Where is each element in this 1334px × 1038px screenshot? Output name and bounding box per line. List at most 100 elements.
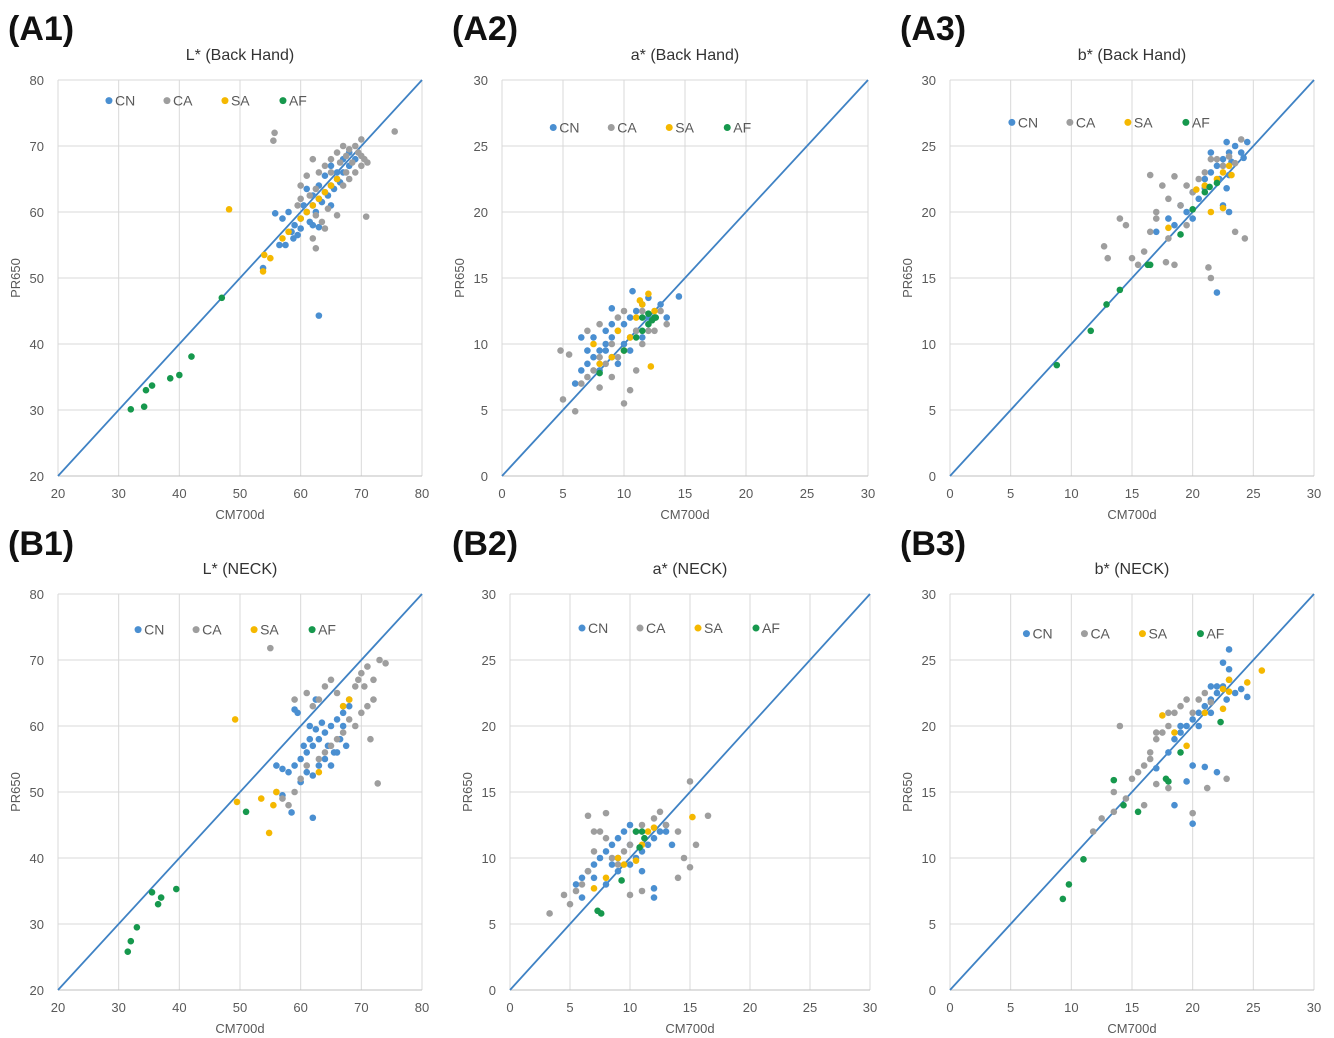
data-point-ca — [608, 340, 616, 348]
data-point-sa — [590, 340, 597, 348]
x-tick-label: 50 — [233, 1000, 247, 1015]
legend-label-af: AF — [289, 93, 307, 109]
y-tick-label: 10 — [482, 851, 496, 866]
x-tick-label: 25 — [1246, 486, 1260, 501]
data-point-cn — [602, 340, 609, 348]
legend-label-ca: CA — [1090, 626, 1110, 642]
y-axis-label: PR650 — [8, 772, 23, 812]
data-point-cn — [1223, 138, 1230, 146]
data-point-ca — [324, 205, 332, 212]
y-tick-label: 50 — [30, 785, 44, 800]
data-point-sa — [1258, 667, 1266, 674]
data-point-cn — [1189, 716, 1196, 723]
data-point-cn — [1231, 142, 1239, 150]
data-point-af — [154, 900, 162, 908]
data-point-sa — [315, 768, 323, 776]
legend-marker-sa — [665, 124, 673, 132]
chart-legend: CN CA SA AF — [105, 93, 307, 109]
legend-label-sa: SA — [704, 620, 723, 636]
data-point-ca — [1098, 815, 1105, 822]
data-point-cn — [300, 742, 308, 750]
data-point-ca — [342, 152, 350, 160]
data-point-af — [148, 382, 156, 389]
legend-marker-ca — [1066, 118, 1074, 126]
data-point-cn — [297, 225, 304, 232]
data-point-cn — [650, 834, 658, 842]
y-tick-label: 20 — [922, 205, 936, 220]
data-point-cn — [1165, 215, 1172, 222]
data-point-cn — [1195, 722, 1203, 730]
data-point-ca — [333, 149, 341, 156]
data-point-ca — [336, 159, 344, 166]
data-point-cn — [590, 874, 598, 882]
data-point-ca — [1165, 784, 1172, 792]
data-point-af — [597, 910, 605, 917]
data-point-cn — [590, 334, 597, 341]
y-tick-label: 20 — [482, 719, 496, 734]
x-axis-label: CM700d — [660, 507, 709, 522]
chart-title: L* (Back Hand) — [186, 47, 295, 64]
x-tick-label: 30 — [111, 1000, 125, 1015]
data-point-cn — [309, 772, 317, 779]
x-tick-label: 10 — [617, 486, 631, 501]
data-point-ca — [267, 644, 274, 652]
x-tick-label: 30 — [861, 486, 875, 501]
data-point-ca — [333, 689, 341, 697]
x-tick-label: 40 — [172, 1000, 186, 1015]
data-point-af — [1201, 188, 1209, 196]
data-point-ca — [321, 225, 329, 232]
data-point-cn — [294, 709, 301, 717]
data-point-cn — [1225, 665, 1233, 673]
data-point-ca — [312, 245, 320, 252]
data-point-cn — [291, 762, 298, 769]
data-point-ca — [1183, 696, 1190, 703]
chart-legend: CN CA SA AF — [134, 622, 336, 638]
data-point-ca — [632, 327, 640, 335]
data-point-ca — [1177, 202, 1184, 209]
y-tick-label: 10 — [474, 337, 488, 352]
x-tick-label: 80 — [415, 1000, 429, 1015]
chart-title: a* (NECK) — [653, 561, 728, 578]
data-point-cn — [662, 828, 670, 835]
data-point-ca — [620, 400, 628, 407]
data-point-af — [632, 828, 640, 835]
x-tick-label: 5 — [559, 486, 566, 501]
data-point-ca — [1128, 775, 1136, 783]
data-point-ca — [339, 182, 347, 189]
data-point-sa — [1201, 709, 1209, 717]
data-point-ca — [279, 795, 286, 802]
y-tick-label: 15 — [922, 785, 936, 800]
data-point-af — [1134, 808, 1142, 816]
data-point-cn — [1171, 801, 1178, 809]
data-point-cn — [602, 327, 609, 335]
data-point-ca — [608, 373, 616, 381]
data-point-ca — [306, 192, 314, 199]
data-point-af — [1087, 327, 1095, 335]
y-tick-label: 25 — [922, 653, 936, 668]
data-point-af — [142, 386, 150, 394]
data-point-cn — [315, 312, 323, 319]
data-point-ca — [602, 834, 610, 842]
data-point-ca — [312, 212, 320, 219]
data-point-cn — [639, 334, 646, 341]
data-point-sa — [1219, 685, 1227, 693]
x-tick-label: 15 — [1125, 1000, 1139, 1015]
x-tick-label: 25 — [1246, 1000, 1260, 1015]
y-tick-label: 30 — [474, 73, 488, 88]
legend-marker-af — [723, 124, 731, 132]
data-point-ca — [559, 396, 567, 403]
y-axis-label: PR650 — [8, 258, 23, 298]
y-tick-label: 5 — [481, 403, 488, 418]
data-point-ca — [1128, 254, 1136, 262]
legend-label-ca: CA — [617, 120, 637, 136]
data-point-cn — [315, 762, 323, 769]
x-tick-label: 10 — [1064, 1000, 1078, 1015]
y-tick-label: 20 — [30, 469, 44, 484]
legend-marker-cn — [578, 624, 586, 632]
chart-legend: CN CA SA AF — [1022, 626, 1224, 642]
data-point-ca — [1140, 248, 1148, 255]
data-point-cn — [300, 202, 308, 209]
data-point-ca — [1146, 755, 1154, 763]
